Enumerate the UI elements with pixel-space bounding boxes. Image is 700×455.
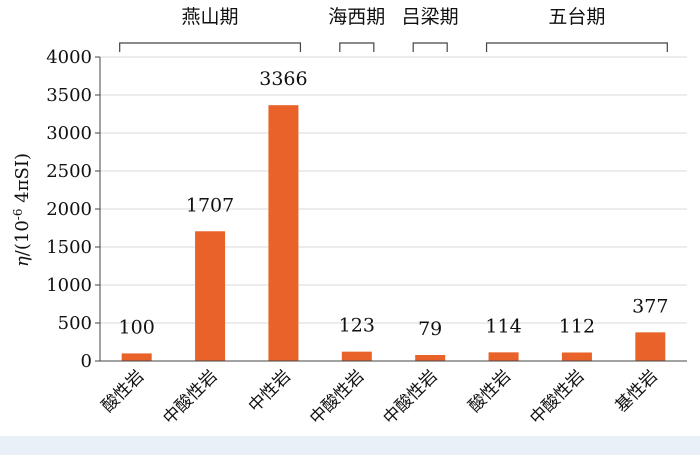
bar	[488, 352, 519, 361]
bar	[635, 332, 666, 361]
y-axis-title: η/(10-6 4πSI)	[11, 153, 33, 267]
period-bracket	[339, 42, 375, 52]
x-category-label: 酸性岩	[465, 366, 515, 416]
data-label: 3366	[259, 68, 307, 90]
y-tick-label: 500	[58, 313, 92, 334]
period-bracket	[119, 42, 302, 52]
data-label: 114	[485, 315, 521, 337]
y-tick-label: 3000	[46, 123, 92, 144]
period-label: 吕梁期	[402, 6, 459, 28]
y-tick-label: 4000	[46, 47, 92, 68]
period-label: 海西期	[328, 6, 385, 28]
data-label: 377	[632, 295, 668, 317]
y-tick-label: 3500	[46, 85, 92, 106]
data-label: 123	[339, 315, 375, 337]
y-tick-label: 0	[81, 351, 92, 372]
bar	[268, 105, 299, 362]
data-label: 112	[559, 315, 595, 337]
bar	[341, 351, 372, 361]
bar	[561, 352, 592, 361]
x-category-label: 中酸性岩	[379, 366, 441, 428]
data-label: 100	[119, 316, 155, 338]
period-label: 燕山期	[182, 6, 239, 28]
y-tick-label: 1000	[46, 275, 92, 296]
bar	[195, 231, 226, 361]
x-category-label: 中酸性岩	[526, 366, 588, 428]
y-tick-label: 2500	[46, 161, 92, 182]
y-tick-label: 1500	[46, 237, 92, 258]
x-category-label: 中酸性岩	[306, 366, 368, 428]
bar	[415, 354, 446, 361]
data-label: 79	[418, 318, 442, 340]
bar	[121, 353, 152, 361]
x-category-label: 中性岩	[245, 366, 295, 416]
data-label: 1707	[186, 194, 234, 216]
y-tick-label: 2000	[46, 199, 92, 220]
x-category-label: 中酸性岩	[159, 366, 221, 428]
period-bracket	[485, 42, 668, 52]
bottom-band	[0, 436, 700, 455]
x-category-label: 酸性岩	[98, 366, 148, 416]
x-category-label: 基性岩	[612, 366, 662, 416]
period-label: 五台期	[548, 6, 605, 28]
period-bracket	[412, 42, 448, 52]
